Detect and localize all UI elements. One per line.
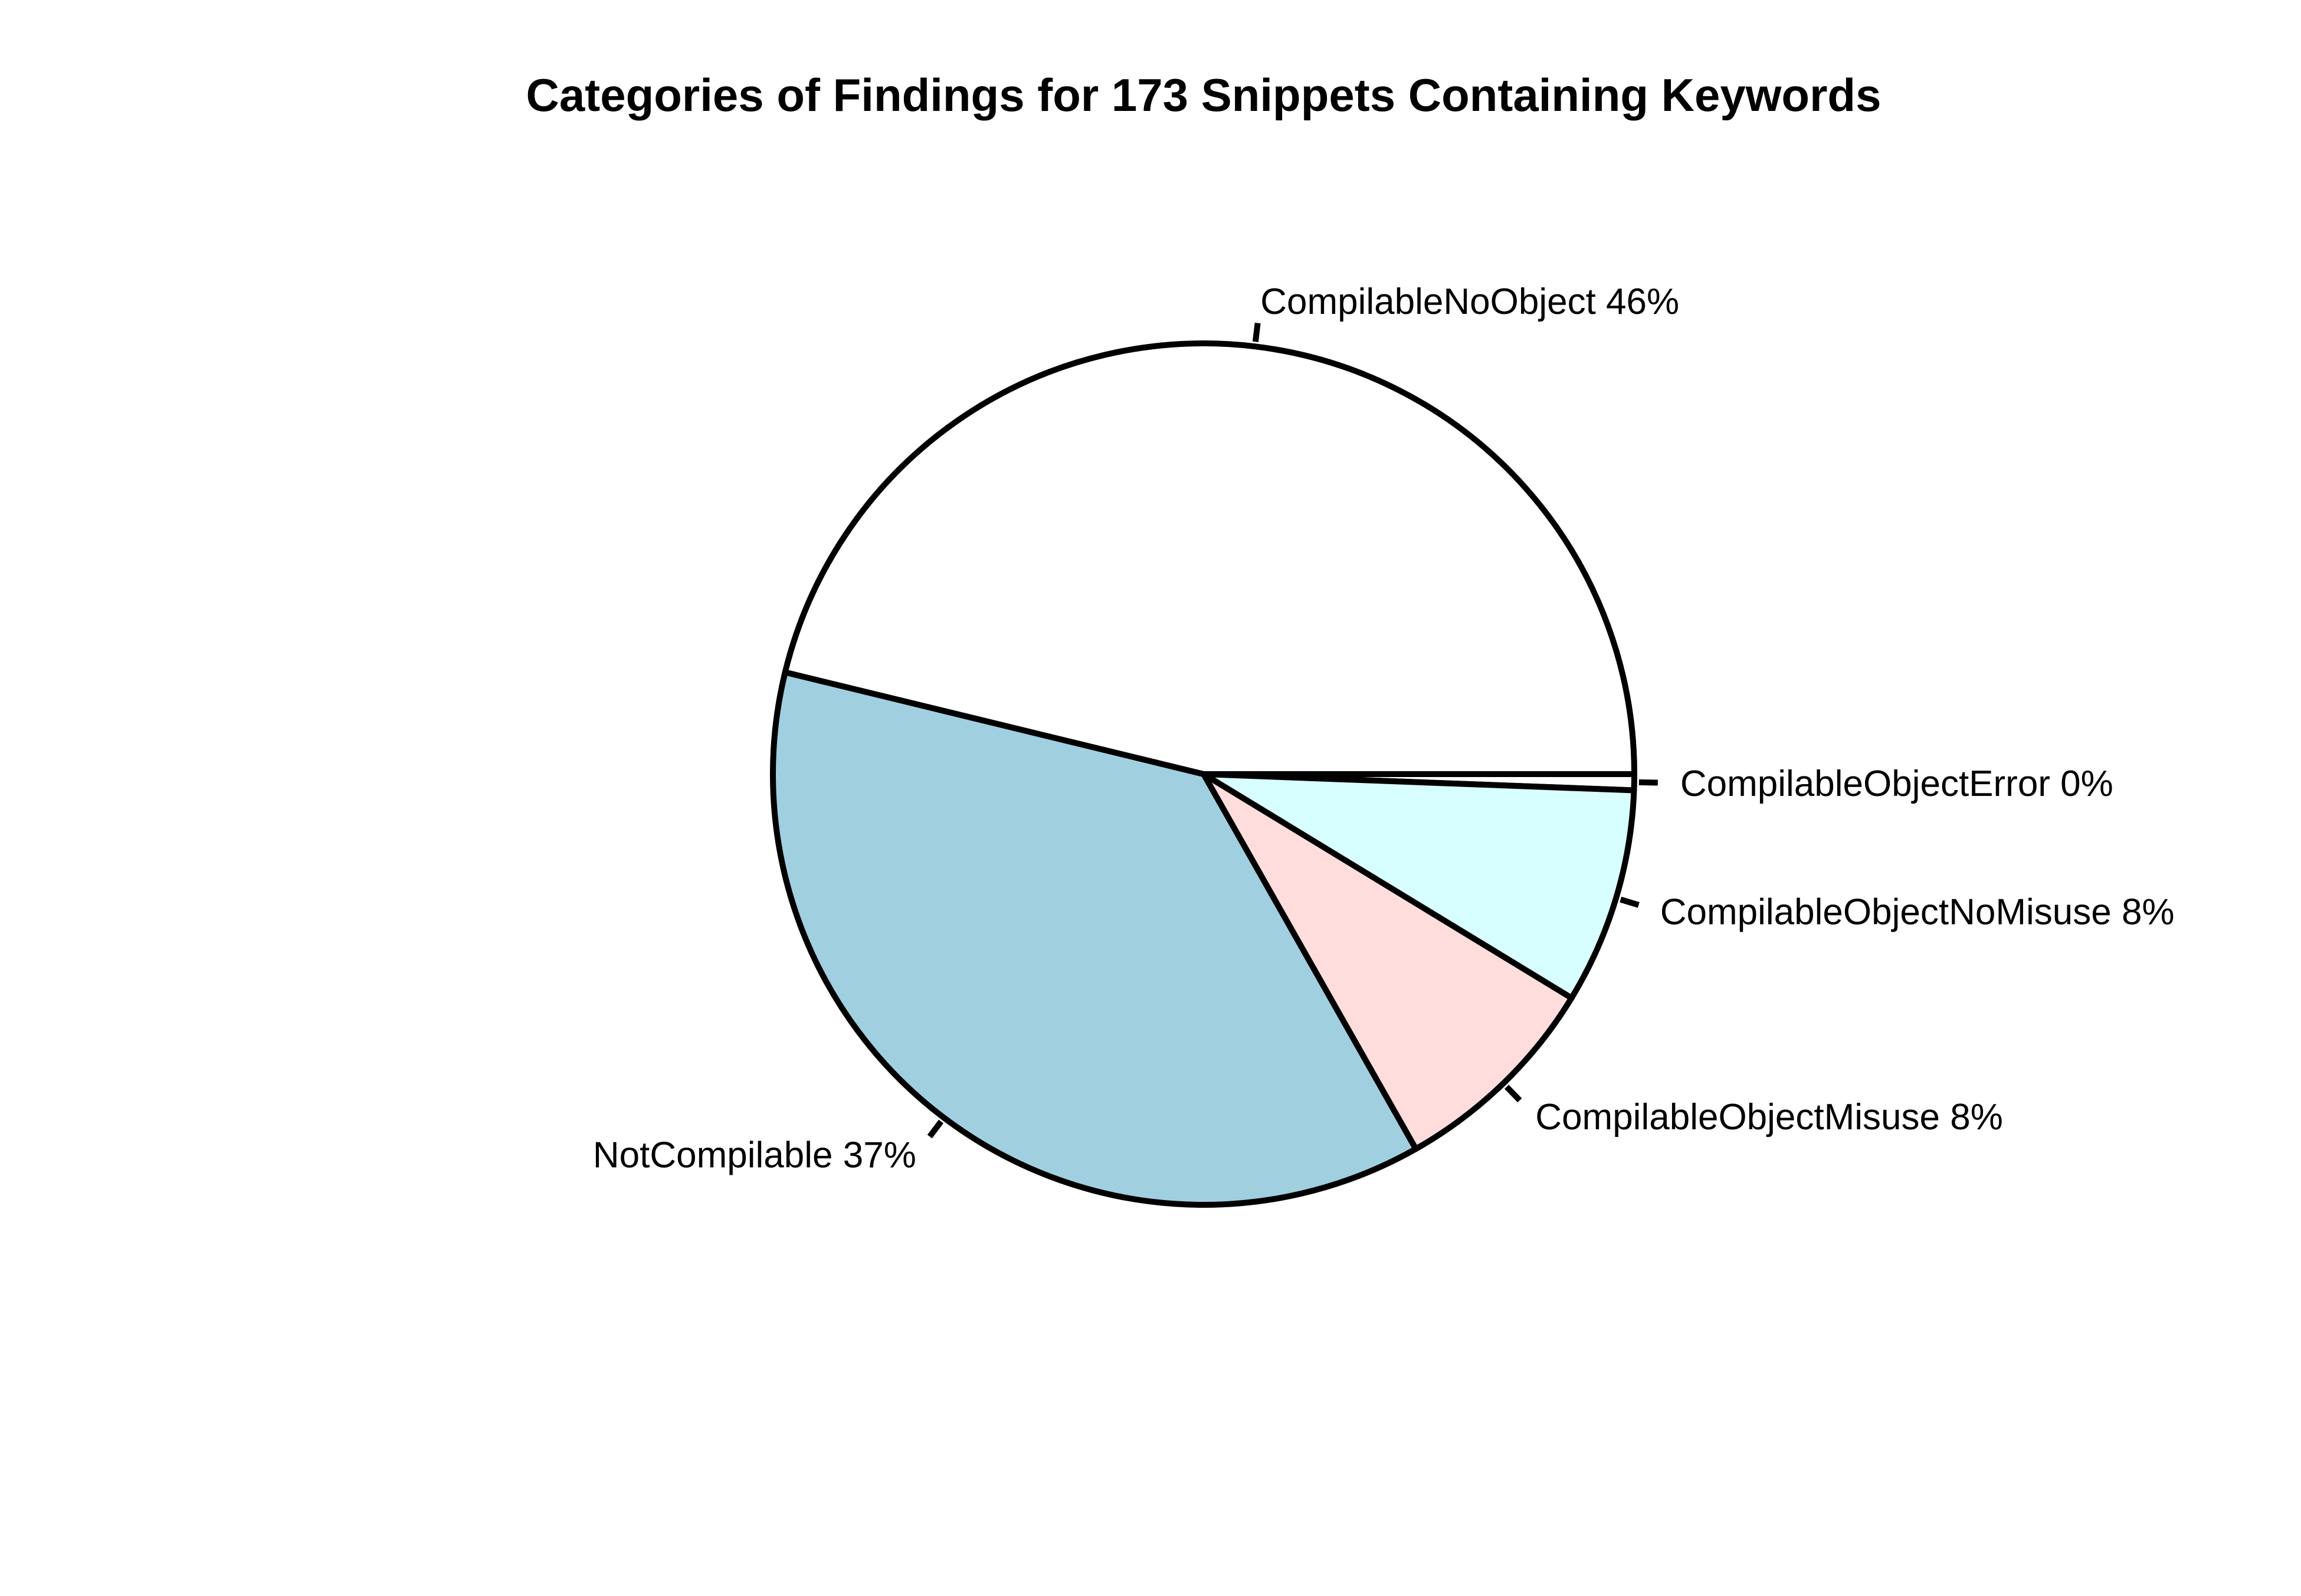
label-tick-compilable-no-object <box>1252 322 1261 342</box>
label-ticks <box>927 322 1658 1139</box>
pie-slices <box>770 340 1637 1208</box>
slice-labels: CompilableObjectError 0% CompilableObject… <box>593 281 2175 1176</box>
slice-label-compilable-no-object: CompilableNoObject 46% <box>1260 281 1679 322</box>
pie-slice-compilable-object-no-misuse <box>1201 771 1637 1001</box>
pie-slice-compilable-no-object <box>782 340 1637 777</box>
label-tick-not-compilable <box>927 1119 944 1139</box>
chart-title: Categories of Findings for 173 Snippets … <box>526 69 1882 121</box>
label-tick-compilable-object-error <box>1638 779 1658 786</box>
slice-label-compilable-object-error: CompilableObjectError 0% <box>1680 763 2113 804</box>
pie-slice-compilable-object-misuse <box>1201 771 1575 1152</box>
label-tick-compilable-object-misuse <box>1504 1084 1522 1103</box>
pie-slice-not-compilable <box>770 669 1419 1208</box>
slice-label-compilable-object-misuse: CompilableObjectMisuse 8% <box>1535 1097 2003 1138</box>
slice-label-not-compilable: NotCompilable 37% <box>593 1135 916 1176</box>
slice-label-compilable-object-no-misuse: CompilableObjectNoMisuse 8% <box>1660 892 2175 933</box>
label-tick-compilable-object-no-misuse <box>1620 896 1640 908</box>
